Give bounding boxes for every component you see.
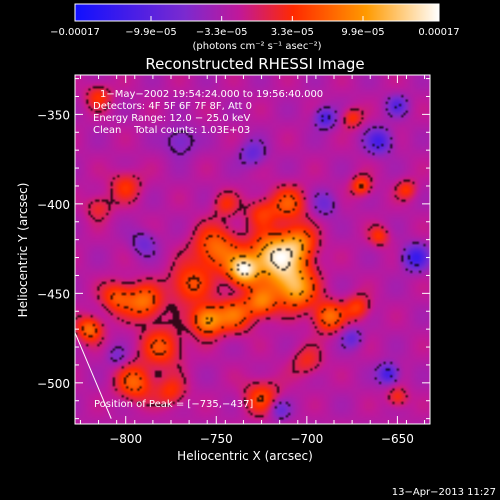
colorbar-tick-label: 0.00017 bbox=[418, 27, 459, 38]
colorbar-tick-label: 9.9e−05 bbox=[341, 27, 384, 38]
annotation-clean: Clean Total counts: 1.03E+03 bbox=[93, 125, 250, 136]
annotation-energy: Energy Range: 12.0 − 25.0 keV bbox=[93, 113, 250, 124]
colorbar-ticks: −0.00017 −9.9e−05 −3.3e−05 3.3e−05 9.9e−05 0.… bbox=[50, 16, 460, 38]
x-tick-label: −650 bbox=[381, 432, 414, 446]
x-tick-label: −800 bbox=[109, 432, 142, 446]
annotations: 1−May−2002 19:54:24.000 to 19:56:40.000 … bbox=[93, 89, 323, 410]
colorbar-tick-label: −9.9e−05 bbox=[125, 27, 177, 38]
y-axis-ticks: −500 −450 −400 −350 bbox=[37, 78, 430, 420]
x-axis-ticks: −800 −750 −700 −650 bbox=[79, 75, 426, 446]
chart-title: Reconstructed RHESSI Image bbox=[145, 55, 364, 73]
colorbar-tick-label: −3.3e−05 bbox=[196, 27, 248, 38]
colorbar: −0.00017 −9.9e−05 −3.3e−05 3.3e−05 9.9e−05 0.… bbox=[50, 3, 460, 52]
y-tick-label: −350 bbox=[37, 108, 70, 122]
solar-limb-line bbox=[75, 332, 112, 419]
y-tick-label: −500 bbox=[37, 377, 70, 391]
colorbar-units: (photons cm⁻² s⁻¹ asec⁻²) bbox=[192, 41, 321, 52]
y-axis-label: Heliocentric Y (arcsec) bbox=[16, 183, 30, 318]
heatmap-image bbox=[75, 75, 430, 424]
y-tick-label: −400 bbox=[37, 198, 70, 212]
y-tick-label: −450 bbox=[37, 287, 70, 301]
heatmap-plot bbox=[75, 75, 430, 424]
colorbar-tick-label: −0.00017 bbox=[50, 27, 100, 38]
colorbar-gradient bbox=[74, 3, 440, 22]
annotation-time: 1−May−2002 19:54:24.000 to 19:56:40.000 bbox=[100, 89, 323, 100]
colorbar-tick-label: 3.3e−05 bbox=[271, 27, 314, 38]
x-axis-label: Heliocentric X (arcsec) bbox=[177, 449, 313, 463]
peak-position-label: Position of Peak = [−735,−437] bbox=[94, 399, 253, 410]
footer-date: 13−Apr−2013 11:27 bbox=[392, 487, 496, 498]
plot-frame bbox=[74, 74, 431, 425]
x-tick-label: −750 bbox=[200, 432, 233, 446]
annotation-detectors: Detectors: 4F 5F 6F 7F 8F, Att 0 bbox=[93, 101, 252, 112]
x-tick-label: −700 bbox=[290, 432, 323, 446]
